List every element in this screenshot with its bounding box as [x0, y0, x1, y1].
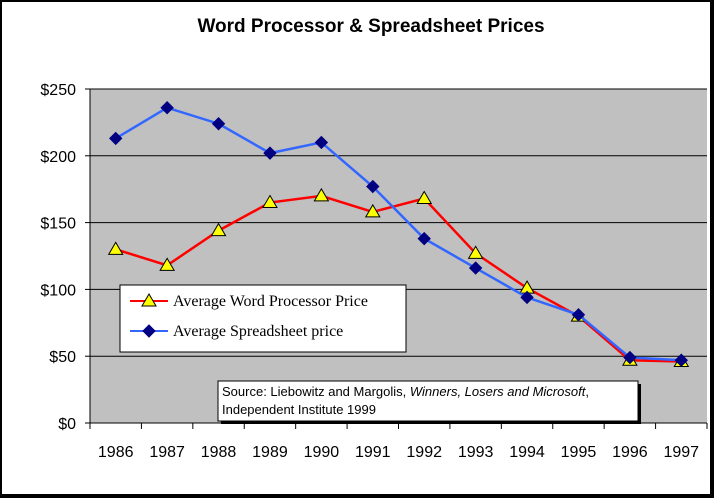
- x-tick-label: 1990: [304, 444, 340, 461]
- x-tick-label: 1992: [406, 444, 442, 461]
- x-tick-label: 1993: [458, 444, 494, 461]
- y-axis-ticks: $0 $50 $100 $150 $200 $250: [40, 82, 90, 433]
- legend-label-spreadsheet: Average Spreadsheet price: [173, 323, 343, 340]
- x-axis-ticks: 1986 1987 1988 1989 1990 1991 1992 1993 1994 1995…: [89, 423, 708, 461]
- x-tick-label: 1991: [355, 444, 391, 461]
- series: [107, 100, 690, 368]
- source-book-title: Winners, Losers and Microsoft: [410, 384, 587, 399]
- chart: Word Processor & Spreadsheet Prices $0 $5…: [40, 16, 708, 461]
- x-tick-label: 1997: [663, 444, 699, 461]
- data-point: [364, 203, 381, 218]
- legend: Average Word Processor Price Average Spr…: [119, 284, 407, 353]
- data-point: [674, 353, 688, 367]
- data-point: [109, 131, 123, 146]
- y-tick-label: $0: [58, 416, 76, 433]
- data-point: [263, 146, 277, 160]
- data-point: [467, 245, 484, 259]
- y-tick-label: $100: [40, 282, 76, 299]
- data-point: [262, 194, 278, 209]
- source-line-2: Independent Institute 1999: [222, 402, 376, 417]
- source-box-bg: [217, 380, 639, 422]
- x-tick-label: 1995: [561, 444, 597, 461]
- series-spreadsheet: [109, 100, 688, 367]
- legend-marker-spreadsheet: [142, 324, 156, 338]
- x-tick-label: 1989: [252, 444, 288, 461]
- series-line: [115, 106, 682, 362]
- legend-box: [119, 284, 407, 353]
- source-line-1: Source: Liebowitz and Margolis, Winners,…: [222, 384, 589, 399]
- data-point: [159, 257, 175, 271]
- x-tick-label: 1987: [149, 444, 185, 461]
- data-point: [211, 117, 226, 131]
- chart-frame: Word Processor & Spreadsheet Prices $0 $5…: [2, 2, 710, 494]
- data-point: [160, 100, 174, 115]
- y-tick-label: $250: [40, 82, 76, 99]
- data-point: [107, 241, 124, 255]
- data-point: [623, 350, 637, 365]
- x-tick-label: 1996: [612, 444, 648, 461]
- x-tick-label: 1986: [98, 444, 134, 461]
- data-point: [366, 179, 380, 194]
- data-point: [571, 308, 586, 322]
- plot-area: [90, 89, 707, 423]
- data-point: [417, 231, 431, 246]
- series-word-processor: [107, 187, 690, 368]
- x-tick-label: 1994: [509, 444, 545, 461]
- data-point: [416, 190, 433, 205]
- data-point: [520, 290, 534, 305]
- data-point: [313, 187, 330, 202]
- data-point: [314, 135, 329, 150]
- data-point: [468, 261, 483, 275]
- legend-marker-word-processor: [141, 293, 157, 307]
- x-tick-label: 1988: [201, 444, 237, 461]
- source-suffix: ,: [585, 384, 589, 399]
- y-tick-label: $150: [40, 216, 76, 233]
- chart-title: Word Processor & Spreadsheet Prices: [197, 16, 544, 37]
- data-point: [210, 222, 227, 237]
- source-annotation: Source: Liebowitz and Margolis, Winners,…: [217, 380, 641, 424]
- y-tick-label: $50: [49, 349, 76, 366]
- source-prefix: Source: Liebowitz and Margolis,: [222, 384, 410, 399]
- y-tick-label: $200: [40, 149, 76, 166]
- legend-label-word-processor: Average Word Processor Price: [173, 293, 368, 310]
